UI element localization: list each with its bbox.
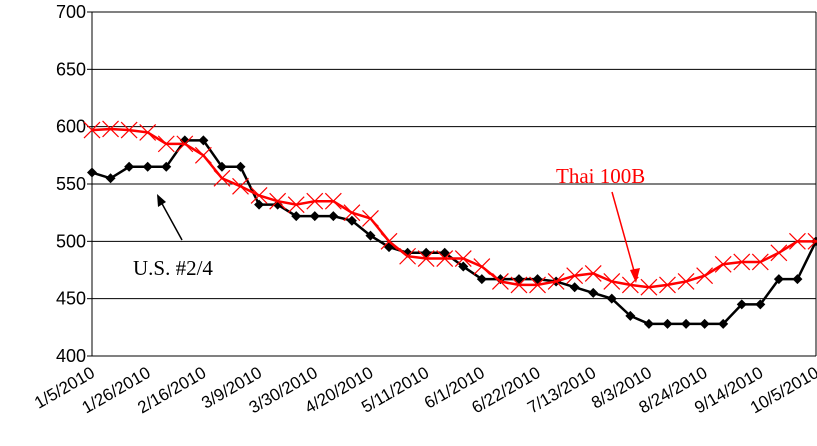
marker [157, 135, 175, 153]
marker [662, 318, 673, 329]
marker [699, 318, 710, 329]
marker [681, 318, 692, 329]
marker [436, 250, 454, 267]
marker [120, 121, 138, 139]
marker [736, 299, 747, 310]
marker [287, 196, 305, 214]
marker [696, 267, 714, 285]
marker [87, 167, 97, 178]
marker [640, 278, 658, 296]
marker [773, 274, 784, 285]
marker [291, 211, 302, 222]
arrow [159, 199, 183, 241]
marker [324, 192, 342, 210]
marker [584, 265, 602, 282]
marker [547, 273, 565, 290]
marker [421, 247, 432, 258]
annotation: U.S. #2/4 [133, 256, 213, 280]
marker [309, 211, 320, 222]
marker [213, 169, 231, 187]
marker [362, 209, 379, 227]
marker [269, 192, 287, 210]
marker [216, 161, 227, 172]
arrow-head [630, 268, 640, 283]
marker [458, 261, 469, 272]
y-tick-label: 550 [56, 174, 86, 194]
y-tick-label: 600 [56, 117, 86, 137]
marker [714, 255, 732, 273]
marker [139, 123, 157, 141]
marker [476, 274, 487, 285]
marker [625, 310, 636, 321]
y-tick-label: 450 [56, 289, 86, 309]
marker [510, 276, 528, 294]
marker [306, 192, 324, 210]
marker [513, 274, 524, 285]
marker [102, 120, 119, 138]
marker [677, 273, 695, 290]
marker [399, 247, 417, 265]
marker [755, 299, 766, 310]
marker [473, 258, 491, 275]
marker [588, 287, 599, 298]
marker [659, 276, 676, 294]
marker [566, 267, 584, 285]
y-tick-label: 400 [56, 346, 86, 366]
marker [532, 274, 543, 285]
marker [254, 199, 265, 210]
marker [454, 250, 472, 267]
marker [235, 161, 246, 172]
marker [365, 230, 376, 241]
arrow-head [157, 194, 166, 207]
marker [198, 135, 209, 146]
marker [606, 293, 617, 304]
series-line [91, 139, 817, 326]
marker [770, 244, 788, 262]
marker [643, 318, 654, 329]
y-tick-label: 700 [56, 2, 86, 22]
marker [105, 173, 116, 184]
marker [603, 273, 621, 290]
y-tick-label: 500 [56, 231, 86, 251]
marker [751, 253, 769, 271]
annotation: Thai 100B [556, 164, 645, 188]
marker [380, 232, 398, 250]
marker [83, 121, 101, 139]
marker [161, 161, 172, 172]
plot: 4004505005506006507001/5/20101/26/20102/… [31, 2, 817, 417]
marker [346, 215, 357, 226]
marker [250, 187, 268, 204]
marker [343, 204, 361, 222]
marker [417, 250, 435, 267]
marker [194, 146, 212, 164]
marker [491, 273, 509, 290]
marker [789, 232, 806, 250]
arrow [611, 191, 637, 279]
marker [328, 211, 339, 222]
marker [529, 276, 546, 294]
marker [792, 274, 803, 285]
marker [733, 253, 751, 271]
marker [176, 135, 194, 153]
series-line [91, 127, 816, 289]
marker [124, 161, 135, 172]
marker [718, 318, 729, 329]
y-tick-label: 650 [56, 59, 86, 79]
marker [569, 282, 580, 293]
marker [142, 161, 153, 172]
marker [807, 232, 817, 250]
marker [232, 177, 249, 195]
